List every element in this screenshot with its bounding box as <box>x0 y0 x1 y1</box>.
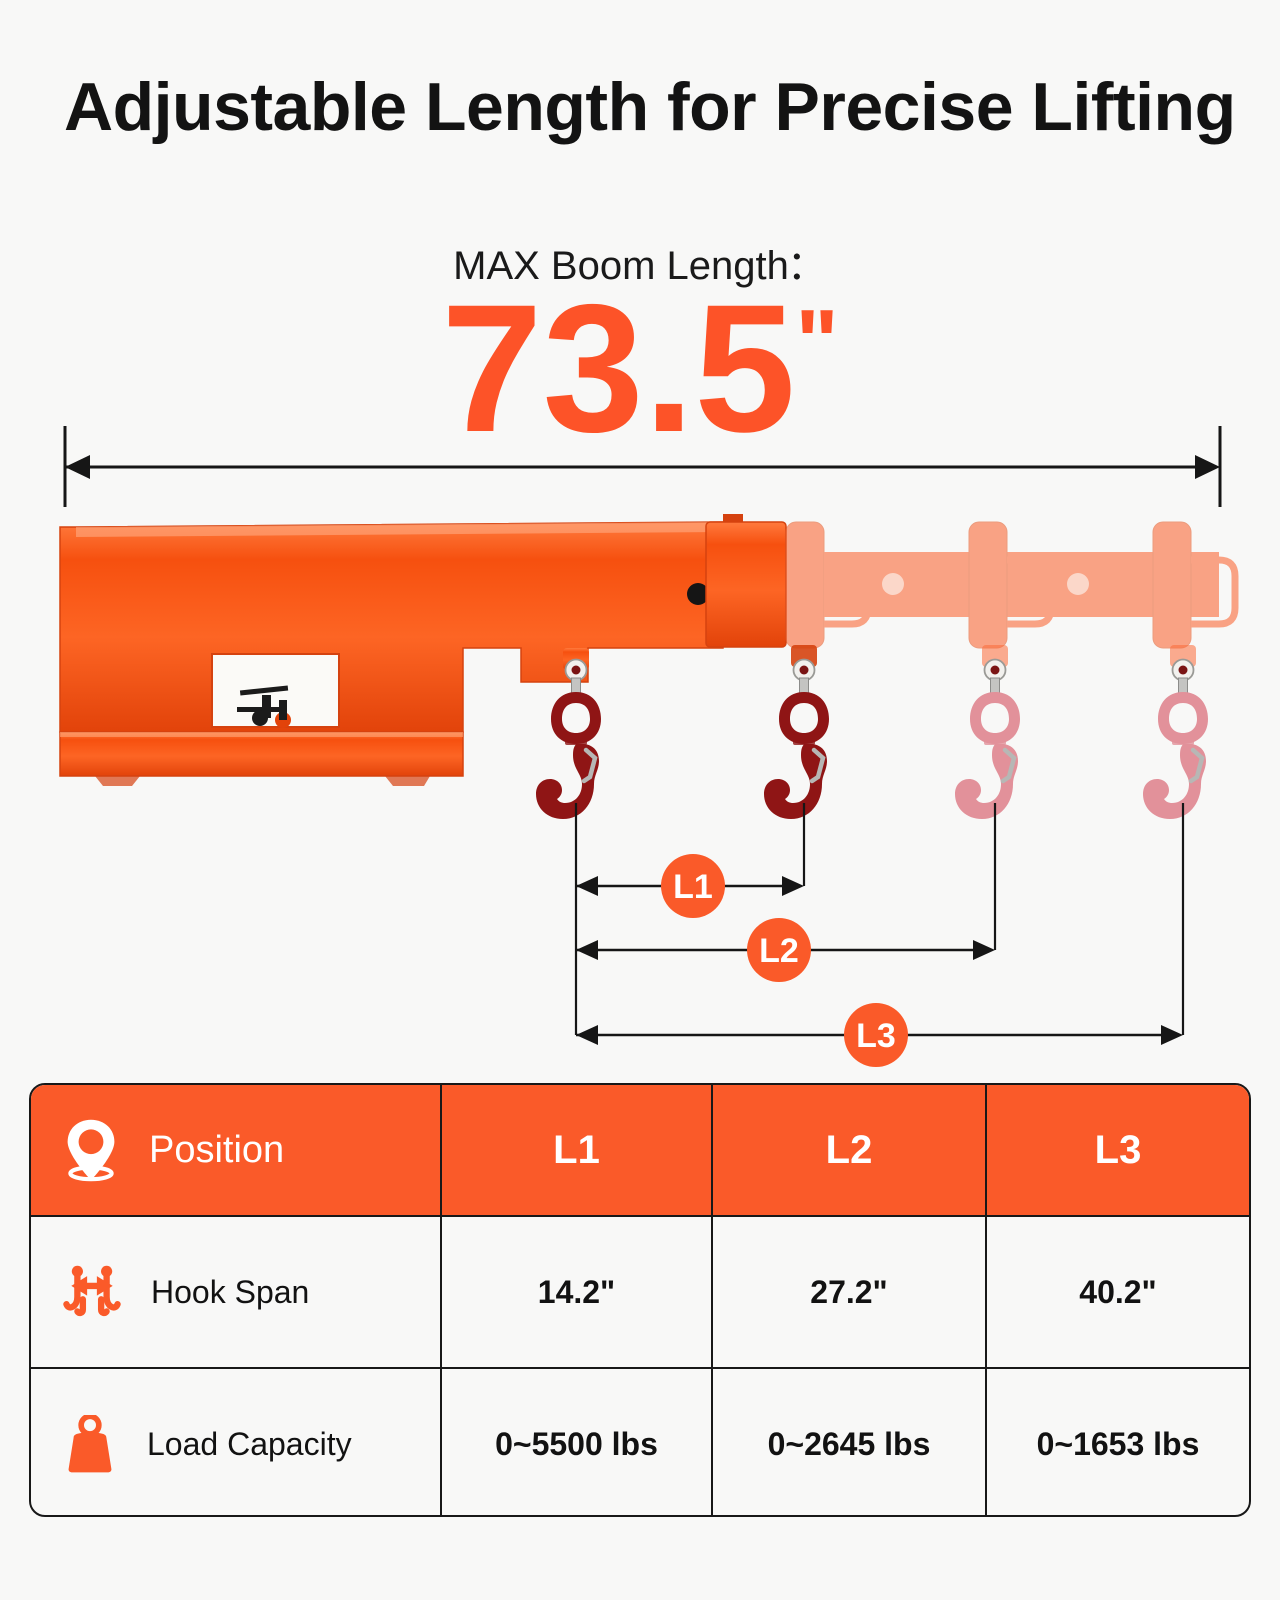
svg-text:L2: L2 <box>759 932 799 970</box>
svg-text:L3: L3 <box>856 1017 896 1055</box>
svg-text:L1: L1 <box>673 868 713 906</box>
